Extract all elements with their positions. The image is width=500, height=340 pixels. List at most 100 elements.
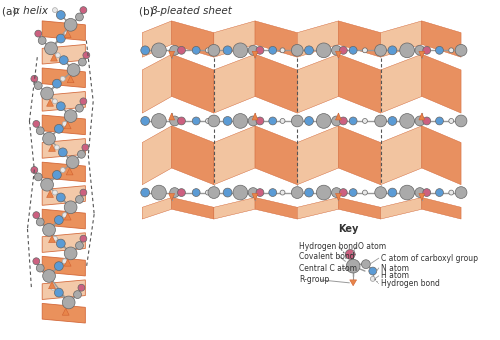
Circle shape [208,187,220,199]
Polygon shape [168,51,174,58]
Circle shape [54,216,64,224]
Circle shape [248,188,258,198]
Polygon shape [338,198,380,219]
Circle shape [33,258,40,265]
Polygon shape [255,198,297,219]
Circle shape [82,144,89,151]
Circle shape [233,114,248,128]
Circle shape [44,42,58,55]
Circle shape [192,117,200,125]
Circle shape [178,117,186,125]
Circle shape [332,116,342,126]
Circle shape [374,45,386,56]
Circle shape [76,13,84,21]
Circle shape [436,189,444,197]
Text: (b): (b) [140,6,157,16]
Circle shape [362,119,368,123]
Circle shape [292,115,303,127]
Polygon shape [419,193,425,200]
Polygon shape [422,21,461,57]
Circle shape [423,46,430,54]
Circle shape [80,98,87,105]
Circle shape [52,99,58,104]
Circle shape [54,124,64,133]
Circle shape [64,18,77,31]
Circle shape [62,259,67,264]
Polygon shape [214,54,255,113]
Polygon shape [336,193,342,200]
Circle shape [316,185,331,200]
Polygon shape [252,113,258,120]
Polygon shape [42,45,86,64]
Circle shape [362,48,368,53]
Circle shape [60,76,65,81]
Circle shape [56,34,65,43]
Circle shape [40,178,54,191]
Polygon shape [172,54,214,113]
Circle shape [292,187,303,199]
Circle shape [170,116,179,126]
Circle shape [31,75,38,82]
Polygon shape [297,126,339,185]
Circle shape [42,223,56,236]
Circle shape [388,188,397,197]
Polygon shape [62,308,69,315]
Circle shape [64,110,77,122]
Circle shape [436,46,444,54]
Polygon shape [42,256,86,276]
Circle shape [223,188,232,197]
Polygon shape [46,191,54,198]
Circle shape [362,190,368,195]
Text: Central C atom: Central C atom [299,264,357,273]
Circle shape [36,127,44,135]
Circle shape [362,260,370,269]
Circle shape [64,247,77,260]
Polygon shape [172,198,214,219]
Circle shape [449,48,454,53]
Polygon shape [64,213,71,220]
Text: R-group: R-group [299,275,330,284]
Polygon shape [50,54,58,61]
Circle shape [152,185,166,200]
Circle shape [436,117,444,125]
Polygon shape [380,198,422,219]
Circle shape [449,119,454,123]
Circle shape [256,117,264,125]
Circle shape [269,117,276,125]
Circle shape [340,189,347,197]
Circle shape [152,114,166,128]
Circle shape [349,46,357,54]
Polygon shape [252,51,258,58]
Polygon shape [42,115,86,135]
Circle shape [76,195,84,203]
Circle shape [67,64,80,76]
Circle shape [304,188,314,197]
Circle shape [66,156,79,169]
Circle shape [52,79,62,88]
Circle shape [256,46,264,54]
Circle shape [340,46,347,54]
Circle shape [170,46,179,55]
Circle shape [332,188,342,198]
Circle shape [62,296,75,309]
Circle shape [80,235,87,242]
Circle shape [58,148,67,157]
Polygon shape [255,54,297,113]
Circle shape [60,56,68,65]
Text: Covalent bond: Covalent bond [299,252,355,261]
Text: Hydrogen bond: Hydrogen bond [380,279,440,288]
Circle shape [248,46,258,55]
Polygon shape [422,198,461,219]
Circle shape [208,45,220,56]
Circle shape [304,117,314,125]
Circle shape [388,46,397,55]
Text: α helix: α helix [13,6,48,16]
Circle shape [33,120,40,127]
Circle shape [208,115,220,127]
Polygon shape [42,91,86,111]
Polygon shape [338,54,380,113]
Polygon shape [422,54,461,113]
Polygon shape [172,126,214,185]
Circle shape [141,46,150,55]
Circle shape [62,121,67,126]
